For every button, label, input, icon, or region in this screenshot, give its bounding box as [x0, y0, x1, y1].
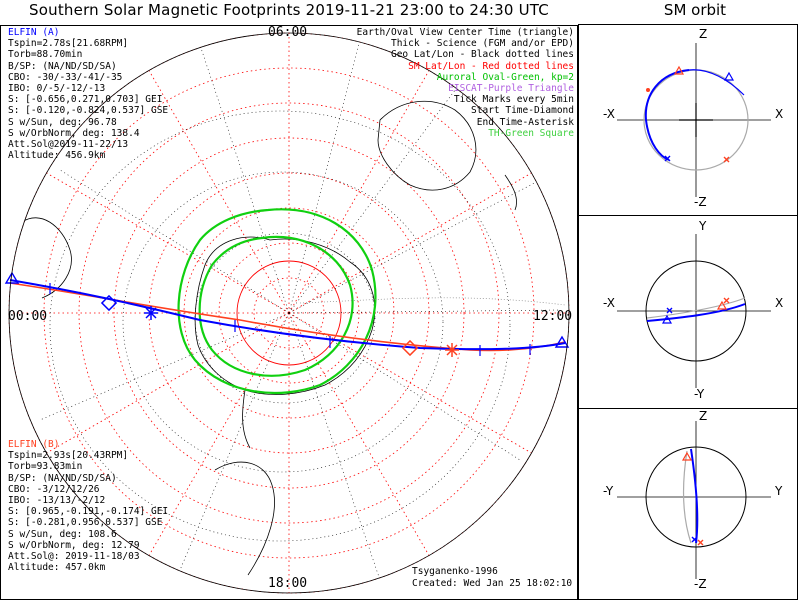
mlt-label-top: 06:00	[268, 25, 308, 40]
legend-item: SM Lat/Lon - Red dotted lines	[408, 60, 574, 72]
orbit-axis-label: -Z	[694, 577, 707, 591]
orbit-axis-label: -X	[603, 107, 615, 121]
elfin-a-info: ELFIN (A) Tspin=2.78s[21.68RPM] Torb=88.…	[8, 27, 168, 161]
orbit-axis-label: X	[775, 296, 784, 310]
orbit-axis-label: Y	[775, 484, 783, 498]
orbit-axis-label: Z	[699, 409, 708, 423]
elfin-b-end-asterisk	[445, 343, 459, 357]
orbit-panel-xy: Y -Y -X X	[578, 215, 798, 409]
orbit-axis-label: -Y	[694, 387, 705, 401]
elfin-a-ticks	[49, 283, 531, 356]
legend-item: Tick Marks every 5min	[453, 94, 574, 106]
legend-item: Start Time-Diamond	[471, 105, 574, 117]
legend-item: Geo Lat/Lon - Black dotted lines	[390, 49, 574, 61]
elfin-b-line: Torb=93.83min	[8, 461, 83, 473]
elfin-b-line: Altitude: 457.0km	[8, 562, 106, 574]
antarctica-outline	[194, 236, 376, 395]
elfin-a-line: Altitude: 456.9km	[8, 150, 106, 162]
orbit-plot-xz	[617, 43, 771, 197]
orbit-axis-label: -Z	[694, 195, 707, 209]
legend-item: TH-Green Square	[488, 127, 574, 139]
mlt-label-bottom: 18:00	[268, 576, 308, 591]
elfin-a-line: S w/OrbNorm, deg: 138.4	[8, 127, 140, 139]
mlt-label-right: 12:00	[533, 309, 573, 324]
elfin-a-name: ELFIN (A)	[8, 27, 60, 38]
elfin-a-line: IBO: 0/-5/-12/-13	[8, 83, 106, 95]
model-credit: Tsyganenko-1996	[412, 566, 498, 577]
legend-item: Thick - Science (FGM and/or EPD)	[390, 38, 574, 50]
orbit-title: SM orbit	[663, 1, 727, 19]
elfin-b-line: B/SP: (NA/ND/SD/SA)	[8, 472, 117, 484]
orbit-panel-xz: Z -Z -X X	[578, 24, 798, 216]
mlt-label-left: 00:00	[8, 309, 48, 324]
elfin-a-end-asterisk	[144, 306, 158, 320]
legend-item: Earth/Oval View Center Time (triangle)	[356, 27, 574, 38]
legend-item: Auroral Oval-Green, kp=2	[436, 71, 574, 83]
elfin-b-line: Tspin=2.93s[20.43RPM]	[8, 450, 129, 462]
geo-grid	[39, 39, 561, 581]
elfin-b-info: ELFIN (B) Tspin=2.93s[20.43RPM] Torb=93.…	[8, 439, 168, 573]
orbit-panel-yz: Z -Z -Y Y	[578, 408, 798, 600]
elfin-b-line: S: [-0.281,0.956,0.537] GSE	[8, 517, 163, 529]
orbit-axis-label: -X	[603, 296, 615, 310]
elfin-a-line: CBO: -30/-33/-41/-35	[8, 71, 123, 83]
elfin-a-center-triangle	[4, 271, 20, 284]
polar-footprint-map	[0, 25, 578, 600]
elfin-b-line: CBO: -3/12/12/26	[8, 483, 100, 495]
elfin-a-line: Tspin=2.78s[21.68RPM]	[8, 38, 129, 50]
legend-item: End Time-Asterisk	[476, 116, 574, 128]
gray-track	[299, 297, 566, 306]
sm-pole-circle	[236, 260, 342, 366]
elfin-a-line: S: [-0.120,-0.824,0.537] GSE	[8, 105, 169, 117]
elfin-b-line: S: [0.965,-0.191,-0.174] GEI	[8, 506, 169, 518]
orbit-plot-yz	[617, 421, 771, 579]
auroral-oval	[177, 208, 377, 394]
elfin-a-line: S: [-0.656,0.271,0.703] GEI	[8, 94, 163, 106]
legend: Earth/Oval View Center Time (triangle) T…	[357, 27, 574, 139]
australia-outline	[377, 100, 477, 191]
orbit-axis-label: -Y	[603, 484, 614, 498]
elfin-a-line: S w/Sun, deg: 96.78	[8, 116, 117, 128]
elfin-a-track	[9, 279, 566, 351]
elfin-b-line: Att.Sol@: 2019-11-18/03	[8, 551, 140, 563]
elfin-b-start-diamond	[401, 339, 419, 357]
page-title: Southern Solar Magnetic Footprints 2019-…	[29, 1, 549, 19]
new-zealand-outline	[504, 174, 517, 211]
antarctic-peninsula-outline	[242, 389, 251, 449]
globe-boundary	[8, 32, 570, 594]
orbit-axis-label: Z	[699, 27, 708, 41]
elfin-b-line: IBO: -13/13/-2/12	[8, 495, 106, 507]
elfin-b-name: ELFIN (B)	[8, 439, 60, 450]
orbit-plot-xy	[617, 234, 771, 388]
elfin-a-line: Torb=88.70min	[8, 49, 83, 61]
elfin-a-start-diamond	[100, 294, 118, 312]
sm-grid-spokes	[9, 33, 569, 593]
elfin-a-line: Att.Sol@2019-11-22/13	[8, 139, 129, 151]
elfin-b-line: S w/Sun, deg: 108.6	[8, 528, 117, 540]
created-credit: Created: Wed Jan 25 18:02:10 2023	[412, 578, 601, 589]
elfin-b-center-triangle	[554, 335, 570, 348]
orbit-axis-label: X	[775, 107, 784, 121]
elfin-b-line: S w/OrbNorm, deg: 12.79	[8, 539, 140, 551]
legend-item: EISCAT-Purple Triangle	[448, 83, 574, 95]
south-america-outline	[214, 461, 275, 576]
elfin-a-line: B/SP: (NA/ND/SD/SA)	[8, 60, 117, 72]
orbit-axis-label: Y	[699, 219, 707, 233]
